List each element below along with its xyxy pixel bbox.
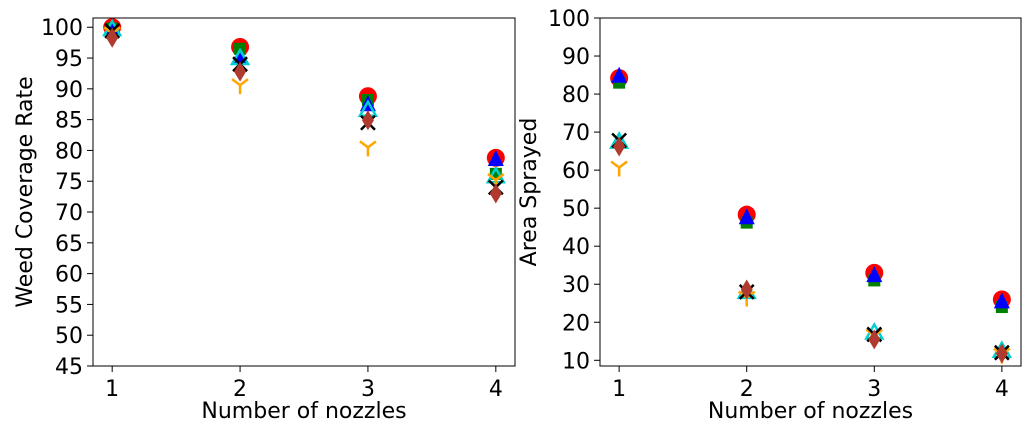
y-tick-label: 40 <box>562 235 590 260</box>
axes-frame <box>599 17 1022 367</box>
y-tick-label: 60 <box>55 263 83 288</box>
x-tick-label: 2 <box>740 377 754 402</box>
point-diamond <box>995 343 1008 364</box>
point-triangle <box>993 292 1010 309</box>
x-axis-label: Number of nozzles <box>708 399 913 424</box>
y-tick-label: 90 <box>55 78 83 103</box>
y-tick-label: 30 <box>562 273 590 298</box>
point-diamond <box>106 27 119 48</box>
area-sprayed-chart: 1 2 3 4 10 20 30 40 50 60 70 80 90 100 Number of nozzl… <box>517 7 1022 424</box>
x-tick-label: 4 <box>489 377 503 402</box>
x-tick-label: 3 <box>867 377 881 402</box>
x-tick-label: 3 <box>361 377 375 402</box>
point-diamond <box>489 183 502 204</box>
y-tick-label: 50 <box>55 324 83 349</box>
weed-coverage-chart: 1 2 3 4 45 50 55 60 65 70 75 80 85 90 95 100 Number of n… <box>13 16 516 424</box>
point-triangle <box>611 66 628 83</box>
y-tick-label: 50 <box>562 197 590 222</box>
y-tick-label: 100 <box>41 16 83 41</box>
y-tick-label: 70 <box>55 201 83 226</box>
point-tri-down <box>231 78 249 95</box>
y-tick-label: 75 <box>55 170 83 195</box>
y-tick-label: 70 <box>562 121 590 146</box>
y-tick-label: 45 <box>55 355 83 380</box>
point-diamond <box>613 136 626 157</box>
y-tick-label: 80 <box>55 139 83 164</box>
y-axis-label: Area Sprayed <box>517 118 542 267</box>
point-diamond <box>868 329 881 350</box>
point-diamond <box>740 279 753 300</box>
point-tri-down <box>359 140 377 157</box>
point-triangle <box>487 150 504 167</box>
point-triangle <box>738 208 755 225</box>
point-tri-down <box>610 160 628 177</box>
y-tick-label: 95 <box>55 47 83 72</box>
point-triangle <box>866 266 883 283</box>
y-tick-label: 20 <box>562 311 590 336</box>
y-tick-label: 100 <box>548 7 590 32</box>
y-tick-label: 85 <box>55 109 83 134</box>
y-tick-label: 90 <box>562 45 590 70</box>
x-axis-label: Number of nozzles <box>201 399 406 424</box>
y-tick-label: 65 <box>55 232 83 257</box>
x-tick-label: 4 <box>995 377 1009 402</box>
y-axis-label: Weed Coverage Rate <box>13 76 38 307</box>
x-tick-label: 1 <box>105 377 119 402</box>
y-tick-label: 60 <box>562 159 590 184</box>
point-diamond <box>234 61 247 82</box>
y-tick-label: 80 <box>562 83 590 108</box>
axes-frame <box>92 17 516 367</box>
x-tick-label: 2 <box>233 377 247 402</box>
y-tick-label: 55 <box>55 293 83 318</box>
x-tick-label: 1 <box>612 377 626 402</box>
y-tick-label: 10 <box>562 349 590 374</box>
point-diamond <box>361 110 374 131</box>
